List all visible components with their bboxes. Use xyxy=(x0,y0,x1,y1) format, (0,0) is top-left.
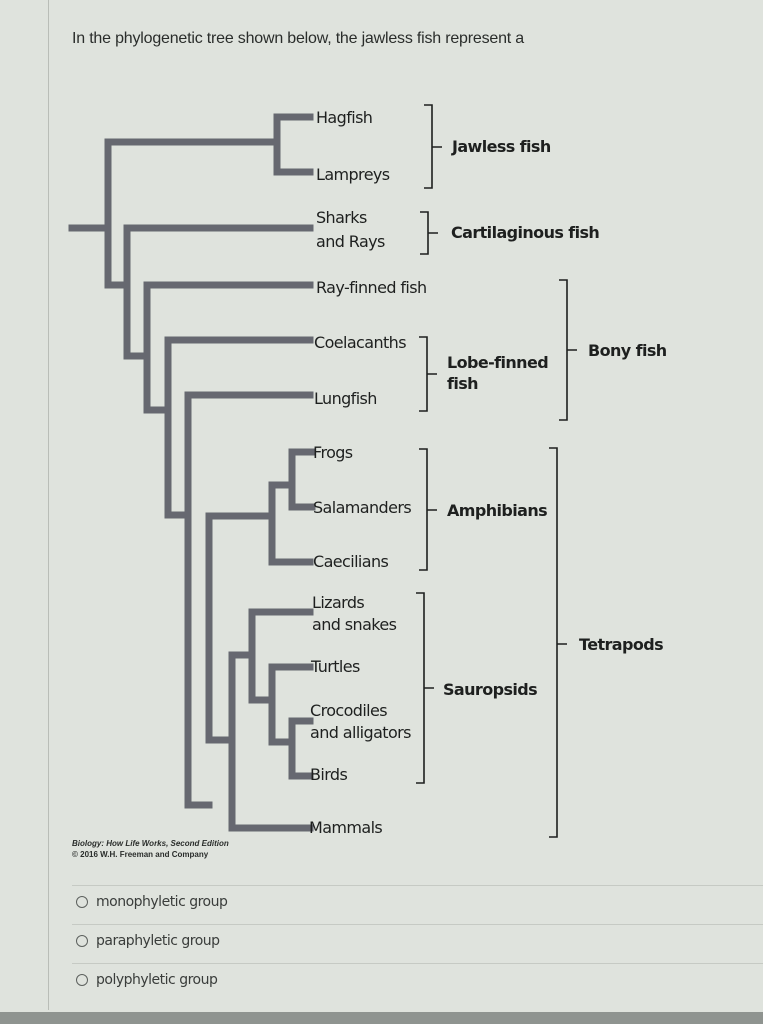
group-bracket xyxy=(549,447,567,838)
group-label: fish xyxy=(447,374,479,393)
answer-option-label: monophyletic group xyxy=(96,894,228,910)
divider xyxy=(72,963,763,964)
answer-option-polyphyletic[interactable]: polyphyletic group xyxy=(76,972,218,988)
answer-option-label: paraphyletic group xyxy=(96,933,220,949)
taxon-label: Birds xyxy=(310,765,348,784)
group-bracket xyxy=(559,279,577,421)
taxon-label: Salamanders xyxy=(313,498,412,517)
group-label: Sauropsids xyxy=(443,680,538,699)
taxon-label: and alligators xyxy=(310,723,411,742)
taxon-label: Lampreys xyxy=(316,165,390,184)
radio-button-icon[interactable] xyxy=(76,896,88,908)
credit-copyright: © 2016 W.H. Freeman and Company xyxy=(72,850,209,859)
taxon-label: Mammals xyxy=(309,818,383,837)
divider xyxy=(72,924,763,925)
group-label: Cartilaginous fish xyxy=(451,223,600,242)
taxon-label: Frogs xyxy=(313,443,353,462)
page-left-border xyxy=(48,0,49,1010)
answer-option-label: polyphyletic group xyxy=(96,972,218,988)
answer-option-paraphyletic[interactable]: paraphyletic group xyxy=(76,933,220,949)
group-label: Jawless fish xyxy=(452,137,551,156)
group-label: Bony fish xyxy=(588,341,667,360)
taxon-label: Sharks xyxy=(316,208,367,227)
group-bracket xyxy=(419,448,437,571)
group-bracket xyxy=(420,211,438,255)
taxon-label: Ray-finned fish xyxy=(316,278,427,297)
group-label: Amphibians xyxy=(447,501,548,520)
question-text: In the phylogenetic tree shown below, th… xyxy=(72,30,524,47)
taxon-label: Coelacanths xyxy=(314,333,407,352)
figure-credit: Biology: How Life Works, Second Edition … xyxy=(72,838,229,860)
radio-button-icon[interactable] xyxy=(76,935,88,947)
group-label: Lobe-finned xyxy=(447,353,549,372)
taxon-label: and Rays xyxy=(316,232,385,251)
group-label: Tetrapods xyxy=(579,635,664,654)
group-bracket xyxy=(419,336,437,412)
group-bracket xyxy=(416,592,434,784)
taxon-label: Lungfish xyxy=(314,389,377,408)
credit-book-title: Biology: How Life Works, Second Edition xyxy=(72,839,229,848)
taxon-label: Caecilians xyxy=(313,552,389,571)
taxon-label: Crocodiles xyxy=(310,701,388,720)
taxon-label: Turtles xyxy=(311,657,360,676)
taxon-label: Lizards xyxy=(312,593,365,612)
taxon-label: and snakes xyxy=(312,615,397,634)
divider xyxy=(72,885,763,886)
window-bottom-edge xyxy=(0,1012,763,1024)
phylogenetic-tree-diagram xyxy=(68,104,577,838)
group-bracket xyxy=(424,104,442,189)
radio-button-icon[interactable] xyxy=(76,974,88,986)
answer-option-monophyletic[interactable]: monophyletic group xyxy=(76,894,228,910)
taxon-label: Hagfish xyxy=(316,108,373,127)
